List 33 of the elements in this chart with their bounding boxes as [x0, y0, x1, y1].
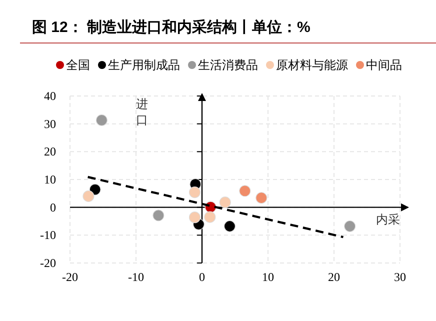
chart-title: 图 12： 制造业进口和内采结构丨单位：%: [32, 19, 310, 36]
y-tick-label: 0: [50, 200, 56, 214]
legend-label: 全国: [66, 58, 90, 72]
point: [188, 186, 201, 198]
legend-label: 中间品: [366, 58, 402, 72]
y-tick-label: 10: [44, 172, 56, 186]
point: [204, 211, 216, 223]
point: [256, 192, 268, 204]
point: [239, 185, 251, 197]
y-tick-label: 30: [44, 116, 56, 131]
y-tick-label: -10: [40, 228, 56, 242]
legend-label: 生活消费品: [198, 58, 258, 72]
legend-label: 原材料与能源: [276, 58, 348, 72]
point: [224, 220, 236, 232]
y-tick-label: 20: [44, 144, 56, 159]
point: [344, 220, 356, 232]
x-tick-label: -10: [128, 270, 144, 284]
x-tick-label: 0: [199, 270, 205, 284]
x-tick-label: 10: [262, 270, 274, 284]
x-tick-label: -20: [62, 270, 78, 284]
point: [152, 210, 164, 222]
x-tick-label: 20: [328, 270, 340, 284]
point: [82, 190, 94, 202]
x-axis-title: 内采: [376, 212, 400, 226]
point: [188, 212, 201, 224]
y-axis-title: 进口: [136, 97, 148, 127]
point: [219, 196, 231, 208]
y-tick-label: 40: [44, 89, 56, 103]
point: [96, 114, 108, 126]
point: [89, 184, 101, 196]
legend-label: 生产用制成品: [108, 58, 180, 72]
x-tick-label: 30: [394, 270, 406, 284]
y-tick-label: -20: [40, 256, 56, 270]
